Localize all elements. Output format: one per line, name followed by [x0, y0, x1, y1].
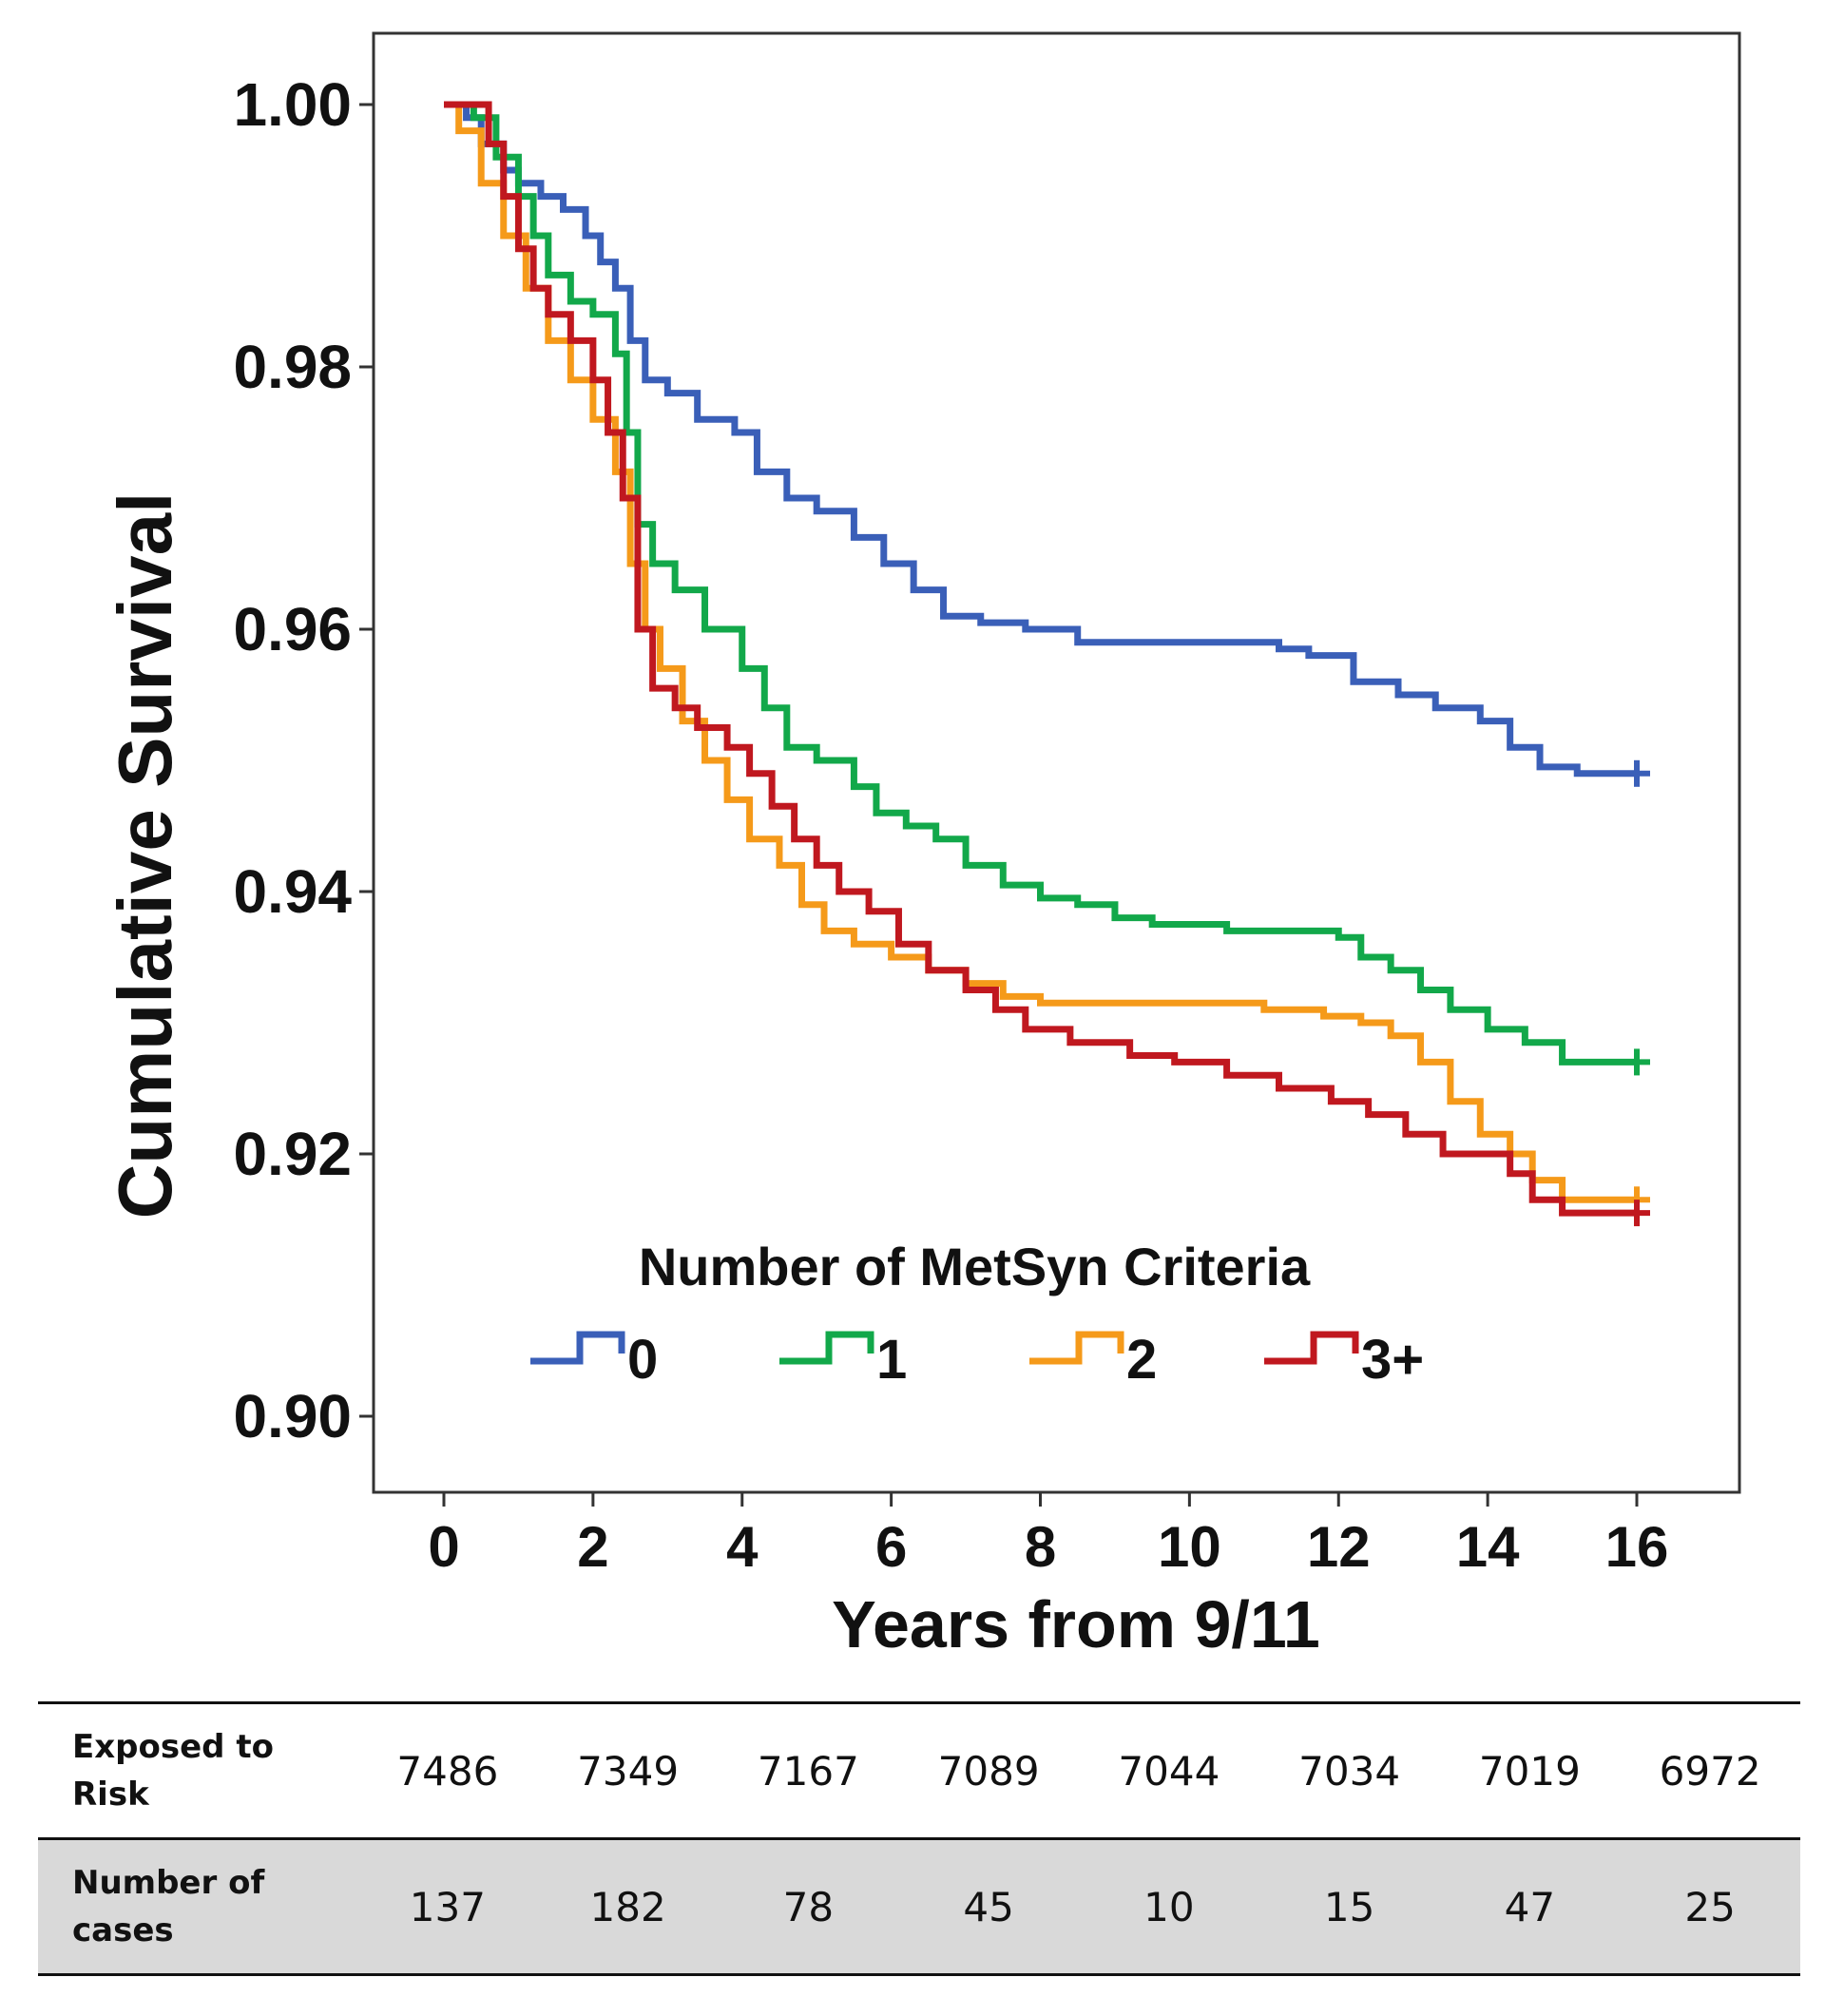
table-cell: 45	[898, 1837, 1079, 1976]
y-tick-label: 0.94	[233, 857, 352, 926]
x-tick-label: 12	[1307, 1515, 1371, 1579]
table-cell: 7034	[1258, 1701, 1440, 1839]
x-tick-label: 14	[1456, 1515, 1520, 1579]
censor-mark	[1623, 759, 1650, 787]
y-axis: 0.90 0.92 0.94 0.96 0.98 1.00	[233, 70, 374, 1450]
survival-chart: 0.900.920.940.960.981.00 0 2 4 6 8 10 12 14 16 N…	[103, 31, 1741, 1661]
plot-frame	[372, 31, 1741, 1494]
legend-title: Number of MetSyn Criteria	[639, 1237, 1311, 1296]
table-cell: 7044	[1079, 1701, 1259, 1839]
table-cell: 78	[718, 1837, 899, 1976]
series-line-3plus	[444, 101, 1637, 1217]
table-cell: 7349	[537, 1701, 719, 1839]
table-cell: 7019	[1439, 1701, 1621, 1839]
censor-mark	[1623, 1048, 1650, 1076]
y-tick-label: 1.00	[233, 70, 352, 139]
row-label-exposed: Exposed to Risk	[38, 1701, 357, 1839]
censor-mark	[1623, 1200, 1650, 1227]
legend-swatch	[530, 1331, 625, 1365]
legend-swatch	[1264, 1331, 1359, 1365]
x-tick-label: 16	[1605, 1515, 1669, 1579]
series-line-2	[444, 101, 1637, 1203]
x-tick-label: 8	[1025, 1515, 1056, 1579]
x-axis-title: Years from 9/11	[832, 1587, 1320, 1661]
legend-label: 2	[1126, 1329, 1157, 1391]
legend-swatch	[779, 1331, 874, 1365]
legend: Number of MetSyn Criteria 0 1 2 3+	[530, 1237, 1424, 1391]
table-cell: 15	[1258, 1837, 1440, 1976]
y-axis-title: Cumulative Survival	[103, 492, 187, 1219]
x-tick-label: 6	[875, 1515, 907, 1579]
row-label-cases: Number of cases	[38, 1837, 357, 1976]
table-cell: 182	[537, 1837, 719, 1976]
x-axis: 0 2 4 6 8 10 12 14 16	[428, 1492, 1668, 1579]
table-cell: 7089	[898, 1701, 1079, 1839]
table-cell: 137	[357, 1837, 538, 1976]
legend-label: 1	[876, 1329, 907, 1391]
row-label-line: Number of	[72, 1864, 265, 1902]
row-label-line: Risk	[72, 1776, 149, 1814]
y-tick-label: 0.96	[233, 595, 352, 663]
table-cell: 25	[1620, 1837, 1800, 1976]
series-layer	[444, 101, 1650, 1227]
series-line-1	[444, 101, 1637, 1066]
x-tick-label: 4	[726, 1515, 759, 1579]
table-row: Number of cases 137 182 78 45 10 15 47 2…	[38, 1837, 1800, 1976]
y-tick-label: 0.92	[233, 1120, 352, 1188]
table-row: Exposed to Risk 7486 7349 7167 7089 7044…	[38, 1701, 1800, 1839]
table-cell: 47	[1439, 1837, 1621, 1976]
y-tick-label: 0.90	[233, 1382, 352, 1450]
row-label-line: cases	[72, 1911, 174, 1949]
legend-label: 0	[627, 1329, 658, 1391]
table-cell: 10	[1079, 1837, 1259, 1976]
y-tick-label: 0.98	[233, 333, 352, 401]
risk-table: Exposed to Risk 7486 7349 7167 7089 7044…	[38, 1701, 1800, 1976]
table-cell: 7486	[357, 1701, 538, 1839]
legend-label: 3+	[1361, 1329, 1424, 1391]
x-tick-label: 10	[1158, 1515, 1221, 1579]
x-tick-label: 2	[577, 1515, 608, 1579]
legend-swatch	[1029, 1331, 1124, 1365]
table-cell: 6972	[1620, 1701, 1800, 1839]
table-cell: 7167	[718, 1701, 899, 1839]
row-label-line: Exposed to	[72, 1728, 274, 1766]
x-tick-label: 0	[428, 1515, 459, 1579]
series-line-0	[444, 101, 1637, 778]
